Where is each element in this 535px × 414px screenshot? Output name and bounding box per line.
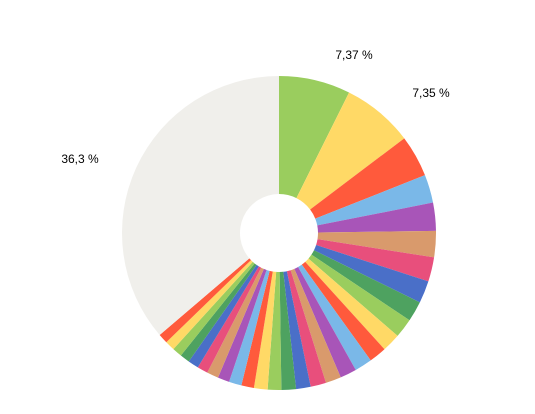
pie-slice-23 bbox=[217, 268, 267, 382]
pie-slice-14 bbox=[294, 267, 356, 378]
pie-slice-6 bbox=[317, 230, 436, 258]
pie-slice-22 bbox=[229, 269, 270, 386]
pie-slice-9 bbox=[311, 250, 420, 321]
pie-slice-7 bbox=[316, 239, 435, 282]
pie-slice-24 bbox=[207, 267, 264, 378]
pie-slice-12 bbox=[301, 261, 385, 361]
pie-slice-31 bbox=[122, 76, 280, 336]
pie-slice-11 bbox=[305, 258, 398, 350]
slice-label-31: 36,3 % bbox=[61, 152, 99, 166]
pie-slice-21 bbox=[241, 270, 273, 388]
pie-slice-25 bbox=[197, 266, 262, 373]
pie-slice-13 bbox=[298, 264, 371, 370]
pie-slice-1 bbox=[279, 76, 350, 199]
pie-slice-16 bbox=[286, 270, 326, 387]
pie-slice-19 bbox=[267, 271, 282, 390]
labels-group: 7,37 % 7,35 % 36,3 % bbox=[61, 48, 450, 166]
pie-slice-29 bbox=[166, 260, 253, 350]
pie-slice-5 bbox=[317, 202, 436, 233]
slices-group bbox=[122, 76, 436, 390]
pie-slice-18 bbox=[279, 271, 297, 390]
pie-slice-20 bbox=[253, 271, 277, 390]
pie-slice-8 bbox=[313, 245, 429, 303]
pie-slice-3 bbox=[310, 138, 425, 219]
slice-label-1: 7,37 % bbox=[335, 48, 373, 62]
pie-slice-10 bbox=[308, 254, 410, 336]
pie-slice-15 bbox=[290, 268, 341, 383]
pie-slice-2 bbox=[296, 92, 405, 210]
slice-label-2: 7,35 % bbox=[412, 86, 450, 100]
pie-slice-30 bbox=[159, 258, 252, 343]
pie-slice-26 bbox=[188, 264, 259, 368]
pie-slice-4 bbox=[315, 175, 434, 226]
pie-slice-27 bbox=[180, 263, 257, 362]
pie-slice-28 bbox=[173, 261, 255, 356]
pie-slice-17 bbox=[283, 271, 311, 390]
